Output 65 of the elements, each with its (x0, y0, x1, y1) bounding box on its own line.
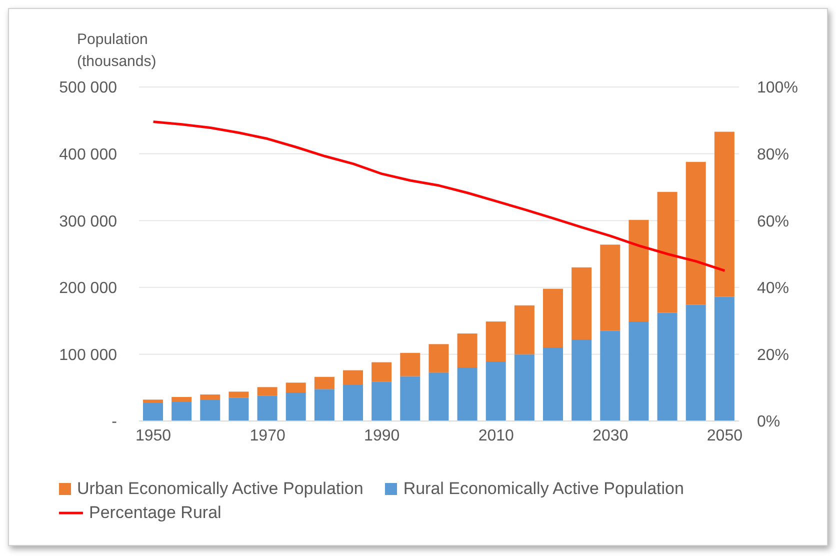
y-axis-title: Population (thousands) (77, 30, 156, 72)
y2-tick-label: 80% (757, 146, 790, 164)
x-tick-label: 2030 (592, 427, 628, 444)
x-tick-label: 1950 (135, 427, 172, 444)
bar (286, 382, 306, 392)
bar (314, 376, 334, 390)
bar (172, 396, 192, 402)
bar (343, 385, 363, 421)
x-tick-label: 2050 (706, 427, 743, 444)
y-tick-label: 300 000 (59, 213, 118, 230)
bar (714, 296, 734, 421)
y2-tick-label: 0% (757, 414, 780, 431)
x-tick-label: 1990 (364, 427, 400, 444)
y-tick-label: 100 000 (59, 346, 118, 364)
bar (400, 352, 420, 376)
bar (428, 372, 449, 421)
y-tick-label: 200 000 (59, 280, 118, 298)
bar (657, 312, 678, 421)
bar (143, 402, 163, 421)
bar (228, 398, 249, 421)
bar (543, 348, 563, 421)
bar (200, 394, 220, 400)
bar (457, 333, 478, 368)
bar (286, 392, 306, 421)
bar (514, 305, 534, 354)
bar (257, 396, 278, 421)
bar (228, 392, 249, 398)
bar (572, 340, 592, 421)
bar (486, 321, 506, 362)
bar (314, 389, 334, 421)
bar (600, 244, 620, 331)
bar (628, 321, 649, 421)
bar (714, 132, 734, 297)
legend-label: Urban Economically Active Population (77, 479, 364, 499)
bar (543, 288, 563, 348)
legend-label: Rural Economically Active Population (403, 479, 684, 499)
bar (572, 267, 592, 340)
legend-label: Percentage Rural (89, 503, 222, 523)
bar (457, 368, 478, 421)
y2-tick-label: 20% (757, 346, 790, 364)
y-tick-label: - (112, 414, 117, 431)
bar (600, 330, 620, 421)
bar (657, 192, 678, 313)
x-tick-label: 1970 (250, 427, 286, 444)
line-series (152, 120, 726, 272)
bar (686, 162, 706, 305)
bar (628, 220, 649, 322)
x-tick-label: 2010 (478, 427, 514, 444)
y-tick-label: 500 000 (59, 80, 118, 97)
y2-tick-label: 100% (757, 80, 798, 97)
bar (686, 304, 706, 421)
y-tick-label: 400 000 (59, 146, 118, 164)
y2-tick-label: 60% (757, 213, 790, 230)
bar (172, 402, 192, 421)
bar (514, 354, 534, 421)
bar (400, 376, 420, 421)
y2-tick-label: 40% (757, 280, 790, 298)
bar (372, 382, 392, 421)
bar (343, 370, 363, 386)
bar (200, 400, 220, 421)
bar (143, 400, 163, 403)
bar (372, 362, 392, 382)
bar (257, 387, 278, 396)
bar (486, 362, 506, 421)
bar (428, 344, 449, 372)
